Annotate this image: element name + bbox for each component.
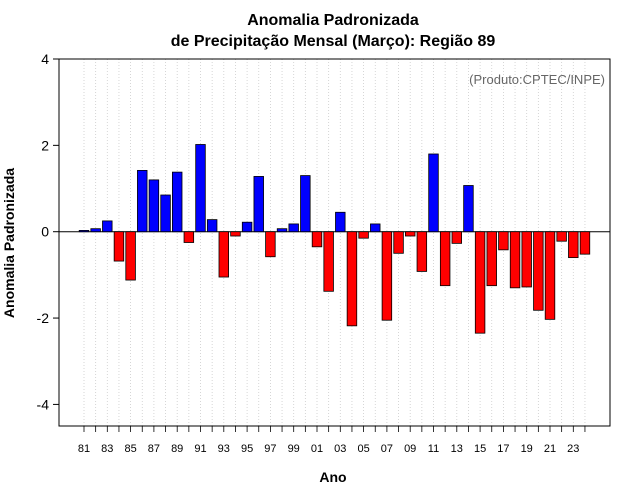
x-tick-label: 13 <box>451 443 463 455</box>
y-tick-label: 4 <box>41 51 49 67</box>
bar-23 <box>568 231 579 259</box>
bar-95 <box>241 221 253 233</box>
x-tick-label: 99 <box>288 443 300 455</box>
x-tick-label: 23 <box>567 443 579 455</box>
y-axis-label: Anomalia Padronizada <box>1 168 17 318</box>
bar-99 <box>288 223 299 233</box>
bar-01 <box>311 231 323 248</box>
bar-10 <box>416 231 428 272</box>
x-axis-label: Ano <box>319 469 346 485</box>
y-tick-label: -2 <box>37 310 50 326</box>
x-tick-label: 97 <box>264 443 276 455</box>
bar-84 <box>113 231 125 262</box>
bar-19 <box>521 231 532 288</box>
bar-85 <box>125 231 136 281</box>
bar-00 <box>300 175 311 233</box>
grid-lines <box>83 59 586 426</box>
bar-91 <box>195 144 206 233</box>
x-axis: 81 83 85 87 89 91 93 95 97 99 01 03 05 07 09 11 13 15 17 19… <box>78 426 586 455</box>
x-tick-label: 21 <box>544 443 556 455</box>
x-tick-label: 11 <box>428 443 439 455</box>
x-tick-label: 93 <box>218 443 230 455</box>
y-tick-label: -4 <box>37 396 50 412</box>
bar-14 <box>463 185 474 233</box>
x-tick-label: 17 <box>497 443 509 455</box>
x-tick-label: 07 <box>381 443 393 455</box>
bar-90 <box>183 231 195 243</box>
bar-81 <box>78 230 90 233</box>
bar-87 <box>148 179 160 233</box>
bar-08 <box>393 231 404 254</box>
bar-04 <box>346 231 358 327</box>
bar-22 <box>556 231 567 242</box>
bar-06 <box>370 223 381 233</box>
bar-24 <box>579 231 591 255</box>
y-tick-label: 2 <box>41 137 49 153</box>
bars <box>78 144 591 334</box>
bar-83 <box>102 220 113 233</box>
bar-20 <box>533 231 544 311</box>
bar-09 <box>404 231 416 237</box>
bar-16 <box>486 231 497 287</box>
x-tick-label: 95 <box>241 443 253 455</box>
x-tick-label: 05 <box>357 443 369 455</box>
chart-title: Anomalia Padronizada <box>247 12 419 29</box>
bar-17 <box>498 231 509 251</box>
bar-12 <box>439 231 451 287</box>
x-tick-label: 87 <box>148 443 160 455</box>
x-tick-label: 01 <box>311 443 323 455</box>
bar-21 <box>544 231 556 320</box>
x-tick-label: 91 <box>194 443 206 455</box>
bar-82 <box>90 228 101 233</box>
bar-94 <box>230 231 241 237</box>
chart-subtitle: de Precipitação Mensal (Março): Região 8… <box>171 33 496 50</box>
bar-98 <box>276 228 288 233</box>
bar-07 <box>381 231 393 321</box>
bar-03 <box>335 211 346 233</box>
bar-05 <box>358 231 369 239</box>
x-tick-label: 89 <box>171 443 183 455</box>
bar-13 <box>451 231 463 244</box>
x-tick-label: 15 <box>474 443 486 455</box>
x-tick-label: 19 <box>521 443 533 455</box>
bar-93 <box>218 231 230 278</box>
bar-15 <box>474 231 486 334</box>
bar-11 <box>428 153 439 233</box>
x-tick-label: 03 <box>334 443 346 455</box>
x-tick-label: 83 <box>101 443 113 455</box>
bar-97 <box>265 231 276 258</box>
bar-96 <box>253 176 264 233</box>
bar-92 <box>206 219 218 233</box>
bar-89 <box>171 171 183 233</box>
y-axis: -4 -2 0 2 4 <box>37 51 59 412</box>
credit-label: (Produto:CPTEC/INPE) <box>469 72 605 87</box>
bar-86 <box>137 169 148 233</box>
x-tick-label: 81 <box>78 443 90 455</box>
bar-02 <box>323 231 334 292</box>
x-tick-label: 85 <box>124 443 136 455</box>
bar-18 <box>509 231 521 289</box>
y-tick-label: 0 <box>41 224 49 240</box>
plot-frame <box>58 58 611 427</box>
bar-88 <box>160 194 171 233</box>
x-tick-label: 09 <box>404 443 416 455</box>
